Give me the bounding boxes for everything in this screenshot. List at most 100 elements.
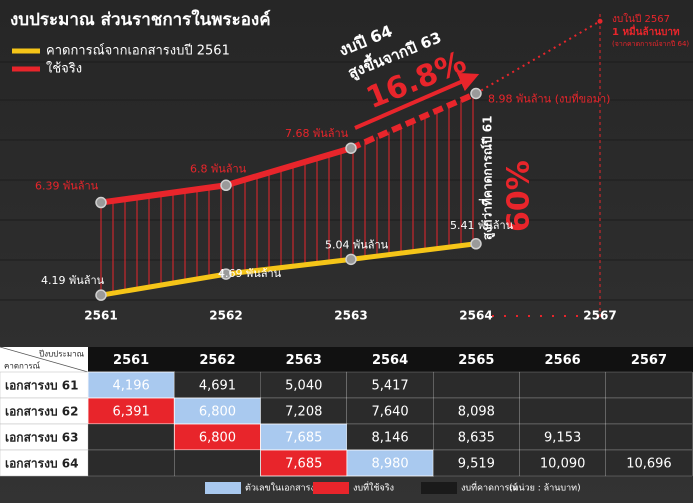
value-label: 4.69 พันล้าน: [218, 267, 282, 280]
table-cell: [346, 397, 434, 425]
projection-point: [597, 18, 603, 24]
table-cell: [519, 371, 606, 399]
cell-value: 8,635: [458, 431, 495, 446]
annotation: 60%: [502, 160, 537, 232]
data-point: [470, 238, 482, 250]
table-cell: [87, 449, 175, 477]
table-cell: [519, 397, 606, 425]
table-header: [0, 347, 693, 372]
table-cell: [346, 423, 434, 451]
legend-swatch: [421, 482, 457, 494]
row-label: เอกสารงบ 61: [5, 379, 78, 393]
table-cell: [87, 423, 175, 451]
row-label-cell: [0, 371, 89, 399]
x-tick-label: 2562: [209, 309, 242, 323]
data-point: [345, 253, 357, 266]
value-label: 7.68 พันล้าน: [285, 127, 349, 140]
data-point: [95, 289, 107, 301]
chart-title: งบประมาณ ส่วนราชการในพระองค์: [10, 9, 271, 30]
cell-value: 7,640: [371, 405, 408, 420]
x-tick-label: 2561: [84, 309, 117, 323]
x-tick-label: 2563: [334, 309, 367, 323]
cell-value: 9,153: [544, 431, 581, 446]
column-header: 2562: [199, 353, 235, 368]
cell-value: 8,146: [371, 431, 408, 446]
series-line: [100, 241, 477, 298]
rise-arrow: [354, 72, 480, 130]
cell-value: 7,685: [285, 431, 322, 446]
column-header: 2564: [372, 353, 408, 368]
table-cell: [605, 449, 693, 477]
legend-label: ตัวเลขในเอกสารงบ: [245, 483, 321, 494]
value-label: 6.8 พันล้าน: [190, 162, 247, 175]
annotation: สูงกว่าที่คาดการณ์ปี 61: [479, 116, 496, 240]
row-label-cell: [0, 423, 89, 451]
cell-value: 8,980: [371, 457, 408, 472]
cell-value: 7,208: [285, 405, 322, 420]
table-cell: [519, 449, 606, 477]
table-cell: [174, 449, 261, 477]
row-label: เอกสารงบ 62: [5, 405, 78, 419]
table-cell: [260, 449, 348, 477]
legend-swatch: [313, 482, 349, 494]
legend-label: ใช้จริง: [46, 61, 82, 77]
table-cell: [260, 397, 348, 425]
projection-label: (จากคาดการณ์จากปี 64): [612, 40, 689, 48]
value-label: 8.98 พันล้าน (งบที่ขอมา): [488, 90, 610, 105]
table-cell: [346, 371, 434, 399]
cell-value: 4,691: [199, 379, 236, 394]
unit-label: (หน่วย : ล้านบาท): [509, 483, 581, 494]
data-point: [345, 142, 357, 154]
data-point: [470, 87, 482, 100]
row-label-cell: [0, 449, 89, 477]
table-cell: [173, 423, 262, 451]
cell-value: 8,098: [458, 405, 495, 420]
data-point: [220, 268, 232, 280]
table-cell: [87, 371, 175, 399]
cell-value: 9,519: [458, 457, 495, 472]
cell-value: 6,800: [199, 431, 236, 446]
cell-value: 5,040: [285, 379, 322, 394]
column-header: 2563: [286, 353, 322, 368]
series-line: [349, 90, 478, 151]
column-header: 2565: [458, 353, 494, 368]
table-cell: [346, 449, 434, 477]
corner-label: คาดการณ์: [4, 361, 41, 371]
projection-label: งบในปี 2567: [612, 13, 670, 25]
table-cell: [433, 449, 520, 477]
column-header: 2567: [631, 353, 667, 368]
cell-value: 5,417: [371, 379, 408, 394]
column-header: 2561: [113, 353, 149, 368]
legend-label: งบที่คาดการณ์: [461, 481, 518, 494]
value-label: 4.19 พันล้าน: [41, 274, 105, 287]
cell-value: 7,685: [285, 457, 322, 472]
table-cell: [87, 397, 175, 425]
value-label: 6.39 พันล้าน: [35, 180, 99, 193]
row-label: เอกสารงบ 63: [5, 431, 78, 445]
table-cell: [433, 371, 520, 399]
table-cell: [174, 371, 261, 399]
corner-diagonal: [0, 346, 89, 373]
x-tick-label: 2564: [459, 309, 492, 323]
cell-value: 10,696: [626, 457, 672, 472]
legend-swatch: [205, 482, 241, 494]
data-point: [220, 179, 232, 192]
table-cell: [260, 371, 348, 399]
data-point: [95, 196, 107, 209]
table-cell: [605, 423, 693, 451]
cell-value: 10,090: [540, 457, 586, 472]
projection-label: 1 หมื่นล้านบาท: [612, 24, 680, 38]
table-cell: [605, 371, 693, 399]
row-label: เอกสารงบ 64: [5, 457, 78, 471]
legend-label: คาดการณ์จากเอกสารงบปี 2561: [46, 43, 230, 59]
cell-value: 6,800: [199, 405, 236, 420]
corner-label: ปีงบประมาณ: [38, 350, 84, 359]
table-cell: [605, 397, 693, 425]
value-label: 5.41 พันล้าน: [450, 219, 514, 232]
cell-value: 4,196: [113, 379, 150, 394]
table-cell: [433, 397, 520, 425]
legend-label: งบที่ใช้จริง: [353, 481, 394, 494]
value-label: 5.04 พันล้าน: [325, 238, 389, 251]
cell-value: 6,391: [113, 405, 150, 420]
